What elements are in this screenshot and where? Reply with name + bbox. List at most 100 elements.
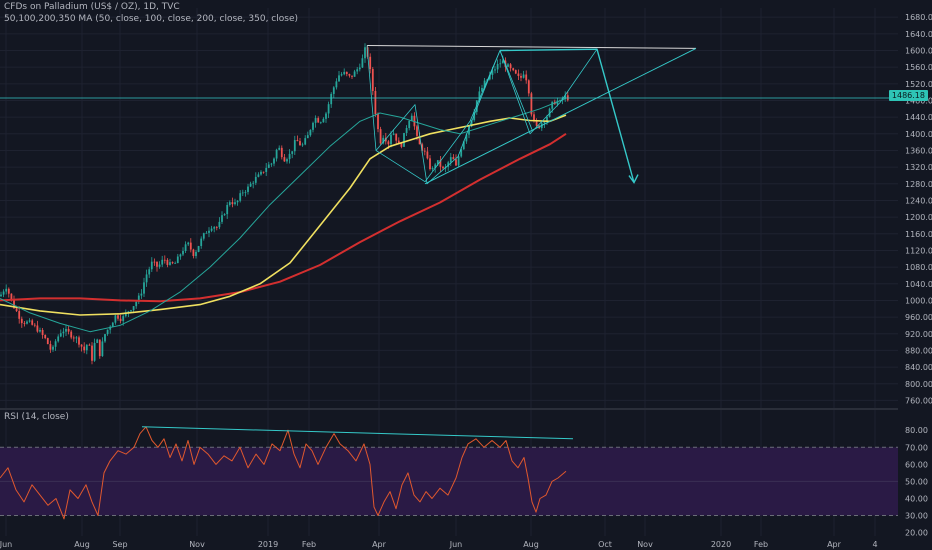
rsi-tick-label: 30.00 [905,512,928,521]
candle-body [348,74,351,76]
candle-body [20,318,23,324]
rsi-tick-label: 20.00 [905,529,928,538]
candle-body [410,115,413,122]
candle-body [7,288,10,294]
candle-body [314,118,317,123]
candle-body [530,93,533,115]
candle-body [163,259,166,261]
candle-body [161,259,164,265]
candle-body [36,325,39,332]
candle-body [400,143,403,147]
candle-body [286,159,288,162]
candle-body [41,329,44,335]
price-tick-label: 920.00 [905,330,932,339]
candle-body [371,68,374,91]
candle-body [322,118,325,123]
price-tick-label: 800.00 [905,380,932,389]
candle-body [213,227,216,229]
candle-body [548,108,551,117]
candle-body [494,69,496,71]
candle-body [439,160,442,167]
price-tick-label: 1080.00 [905,263,932,272]
candle-body [533,114,535,121]
candle-body [135,301,138,307]
price-tick-label: 1040.00 [905,280,932,289]
candle-body [231,202,234,205]
candle-body [189,242,192,250]
price-tick-label: 1600.00 [905,46,932,55]
candle-body [226,204,229,215]
candle-body [52,346,54,350]
candle-body [418,135,421,145]
time-tick-label: Feb [754,540,768,549]
candle-body [91,345,93,361]
candle-body [449,157,452,163]
candle-body [299,141,301,146]
candle-body [431,168,434,170]
candle-body [54,341,57,347]
candle-body [184,244,187,251]
time-tick-label: Aug [523,540,539,549]
candle-body [15,308,18,312]
price-tick-label: 1120.00 [905,246,932,255]
candles [0,43,569,365]
candle-body [429,158,431,170]
candle-body [39,329,41,332]
candle-body [215,227,218,228]
candle-body [509,64,512,69]
candle-body [343,71,346,75]
trend-drawings [0,45,898,185]
candle-body [270,163,273,165]
candle-body [70,331,73,338]
candle-body [130,310,132,312]
candle-body [312,122,314,130]
candle-body [119,318,122,322]
time-tick-label: Nov [189,540,205,549]
candle-body [44,334,47,339]
rsi-divergence-line [141,426,574,440]
candle-body [304,138,307,145]
last-price-badge: 1486.18 [888,90,928,101]
time-tick-label: Oct [598,540,612,549]
wedge-support-line [424,47,697,185]
candle-body [296,140,299,142]
rsi-tick-label: 70.00 [905,443,928,452]
candle-body [31,320,34,325]
candle-body [59,333,62,337]
candle-body [124,312,127,317]
candle-body [293,140,296,152]
candle-body [564,95,567,99]
candle-body [166,259,169,265]
candle-body [46,338,49,345]
candle-body [78,337,80,345]
candle-body [223,214,226,216]
candle-body [460,149,463,157]
candle-body [275,149,278,159]
rsi-tick-label: 50.00 [905,477,928,486]
candle-body [145,274,148,283]
projection-arrow-line [499,48,635,183]
candle-body [527,80,530,94]
candle-body [340,74,343,76]
candle-body [452,157,455,160]
candle-body [520,75,522,78]
price-tick-label: 1280.00 [905,180,932,189]
candle-body [221,215,223,222]
candle-body [345,71,348,75]
candle-body [499,63,502,65]
candle-body [218,221,221,228]
price-tick-label: 1400.00 [905,130,932,139]
rsi-legend: RSI (14, close) [4,412,69,422]
candle-body [83,346,86,351]
candle-body [395,133,398,141]
candle-body [187,242,190,245]
candle-body [364,47,366,59]
candle-body [265,167,268,172]
candle-body [335,81,338,88]
candle-body [236,200,239,203]
price-tick-label: 840.00 [905,363,932,372]
candle-body [101,341,104,357]
candle-body [65,328,67,332]
price-tick-label: 1000.00 [905,296,932,305]
